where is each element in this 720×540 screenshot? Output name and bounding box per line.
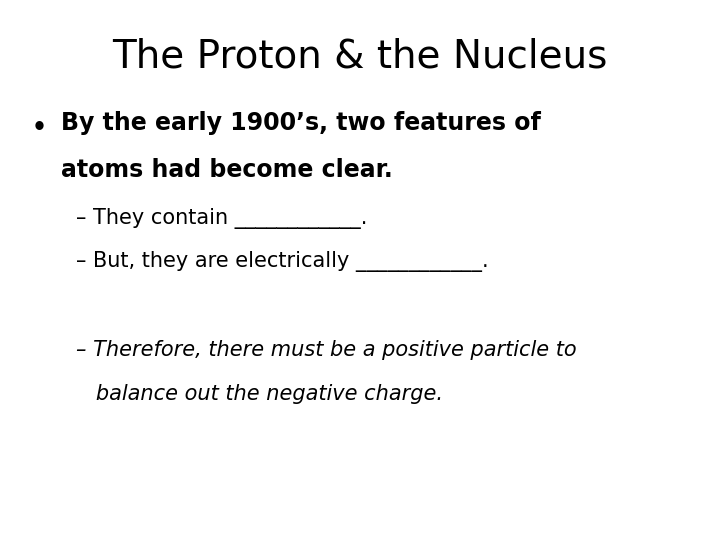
Text: balance out the negative charge.: balance out the negative charge. xyxy=(76,384,443,404)
Text: By the early 1900’s, two features of: By the early 1900’s, two features of xyxy=(61,111,541,134)
Text: – But, they are electrically ____________.: – But, they are electrically ___________… xyxy=(76,251,488,272)
Text: – Therefore, there must be a positive particle to: – Therefore, there must be a positive pa… xyxy=(76,340,576,360)
Text: atoms had become clear.: atoms had become clear. xyxy=(61,158,393,182)
Text: – They contain ____________.: – They contain ____________. xyxy=(76,208,367,229)
Text: •: • xyxy=(32,116,47,140)
Text: The Proton & the Nucleus: The Proton & the Nucleus xyxy=(112,38,608,76)
